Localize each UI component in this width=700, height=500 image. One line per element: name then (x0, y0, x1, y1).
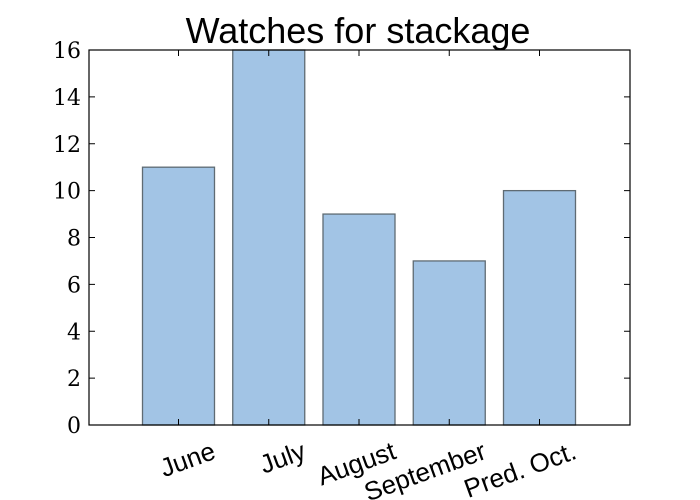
y-tick-label: 4 (67, 320, 81, 345)
bar-june (141, 166, 216, 426)
x-tick-label: June (156, 435, 219, 482)
y-tick-label: 10 (53, 180, 81, 205)
y-tick-label: 2 (67, 367, 81, 392)
bar-september (412, 260, 486, 426)
y-axis-tick-labels: 0 2 4 6 8 10 12 14 16 (53, 39, 81, 439)
x-tick-label: July (256, 435, 310, 479)
y-tick-label: 6 (67, 273, 81, 298)
y-tick-label: 0 (67, 414, 81, 439)
plot-frame (88, 49, 631, 426)
y-tick-label: 16 (53, 39, 81, 64)
y-tick-label: 12 (53, 133, 81, 158)
bar-august (322, 213, 396, 426)
bars-layer (141, 49, 577, 426)
bar-pred-oct (502, 189, 577, 426)
bar-july (232, 49, 306, 426)
y-tick-label: 14 (53, 86, 81, 111)
chart-title: Watches for stackage (186, 10, 531, 51)
y-tick-label: 8 (67, 227, 81, 252)
